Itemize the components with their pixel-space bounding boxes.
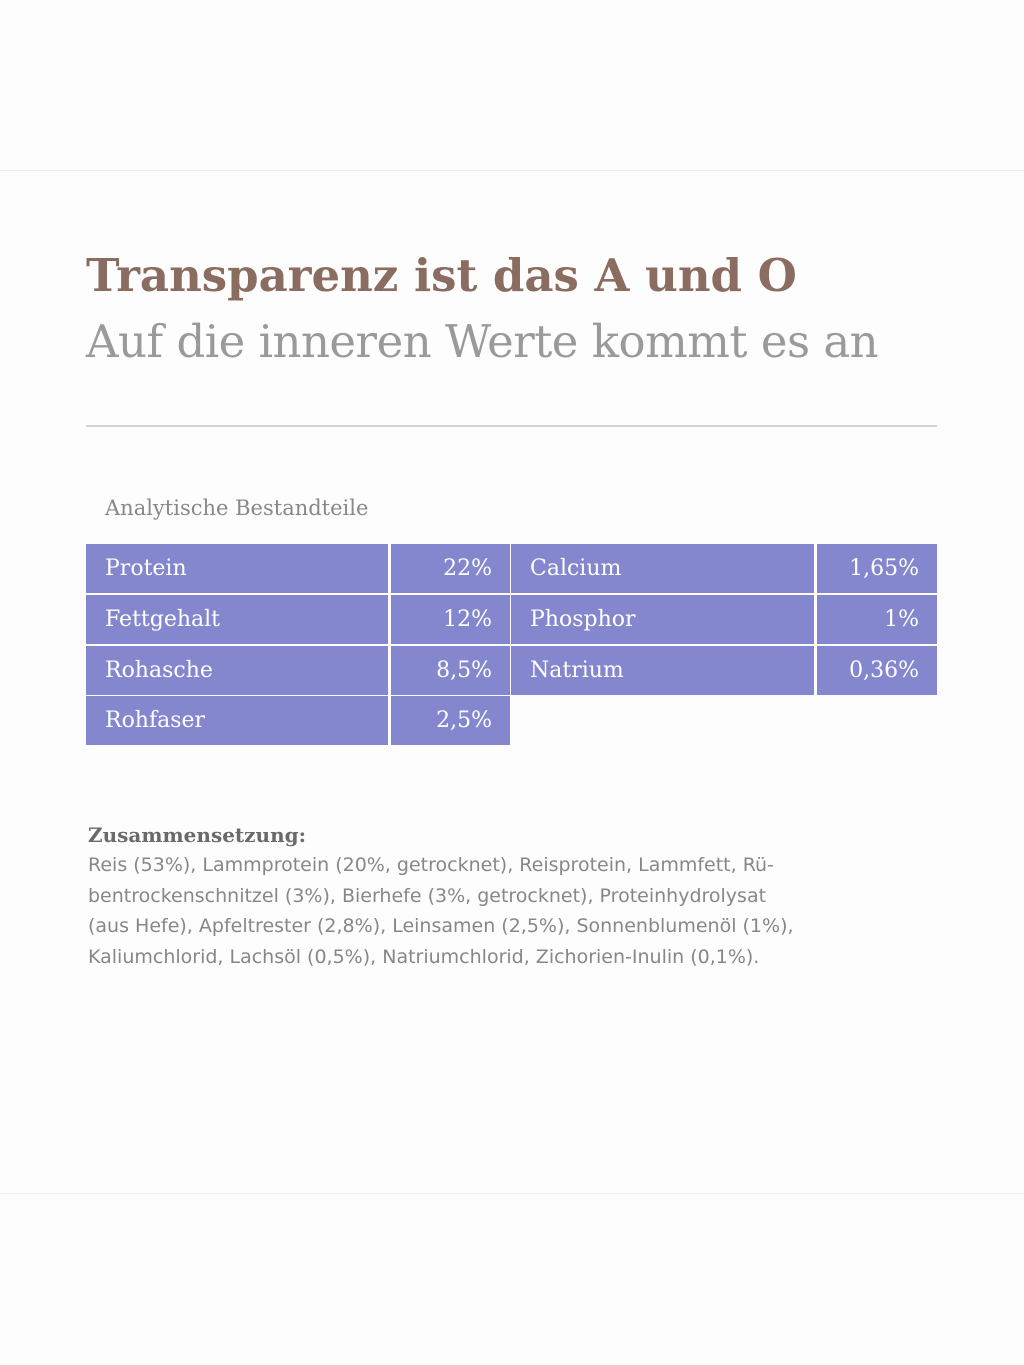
page-subtitle: Auf die inneren Werte kommt es an <box>86 315 879 368</box>
nutrient-label-fettgehalt: Fettgehalt <box>86 595 388 644</box>
nutrient-label-phosphor: Phosphor <box>511 595 814 644</box>
composition-line: Kaliumchlorid, Lachsöl (0,5%), Natriumch… <box>88 945 760 968</box>
nutrient-value-calcium: 1,65% <box>817 544 937 593</box>
composition-heading: Zusammensetzung: <box>88 823 306 847</box>
nutrient-value-protein: 22% <box>391 544 510 593</box>
nutrient-value-fettgehalt: 12% <box>391 595 510 644</box>
composition-line: bentrockenschnitzel (3%), Bierhefe (3%, … <box>88 884 767 907</box>
nutrient-label-natrium: Natrium <box>511 646 814 695</box>
nutrient-value-rohasche: 8,5% <box>391 646 510 695</box>
analytical-constituents-table: Protein 22% Fettgehalt 12% Rohasche 8,5%… <box>86 544 937 745</box>
nutrient-value-rohfaser: 2,5% <box>391 696 510 745</box>
nutrient-label-rohfaser: Rohfaser <box>86 696 388 745</box>
nutrient-value-phosphor: 1% <box>817 595 937 644</box>
composition-text: Reis (53%), Lammprotein (20%, getrocknet… <box>88 850 928 972</box>
top-divider <box>0 170 1024 171</box>
page-title: Transparenz ist das A und O <box>86 249 797 302</box>
table-caption: Analytische Bestandteile <box>105 496 369 520</box>
composition-line: (aus Hefe), Apfeltrester (2,8%), Leinsam… <box>88 915 794 937</box>
nutrient-label-protein: Protein <box>86 544 388 593</box>
nutrient-label-calcium: Calcium <box>511 544 814 593</box>
section-divider <box>86 425 937 427</box>
composition-line: Reis (53%), Lammprotein (20%, getrocknet… <box>88 854 774 876</box>
bottom-divider <box>0 1193 1024 1194</box>
nutrient-label-rohasche: Rohasche <box>86 646 388 695</box>
nutrient-value-natrium: 0,36% <box>817 646 937 695</box>
